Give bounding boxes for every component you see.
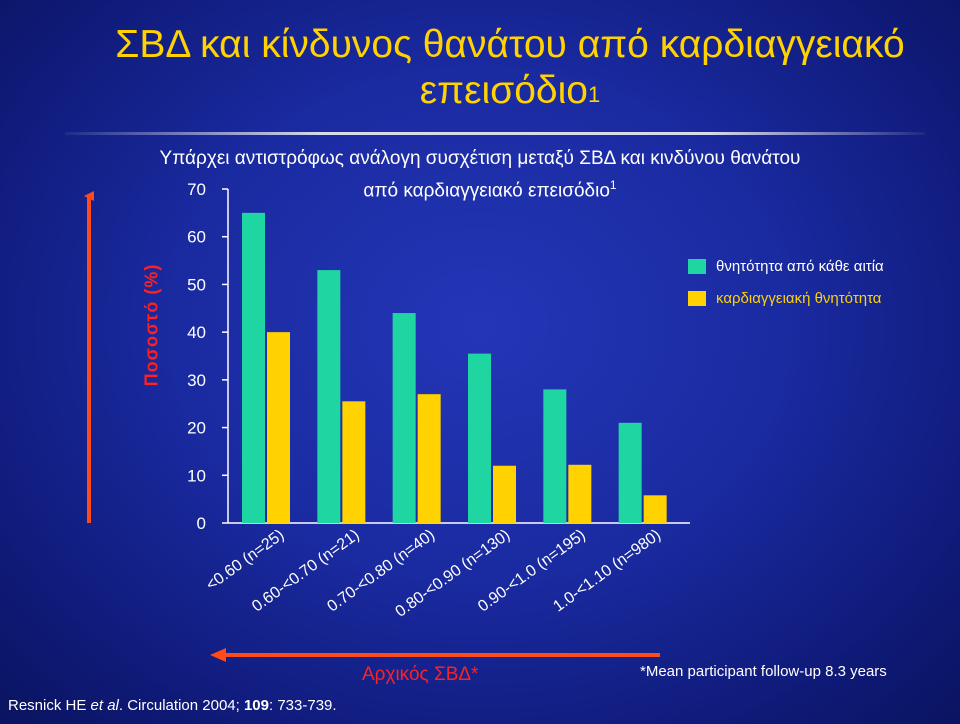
legend-swatch-cardiovascular (688, 290, 706, 306)
citation-volume: 109 (243, 697, 269, 714)
x-tick-labels: <0.60 (n=25)0.60-<0.70 (n=21)0.70-<0.80 … (203, 526, 664, 620)
bar-cardiovascular (493, 465, 516, 523)
bar-all-cause (543, 389, 567, 523)
citation-journal: . Circulation (118, 697, 199, 714)
legend-item-cardiovascular: καρδιαγγειακή θνητότητα (688, 288, 884, 308)
citation-year: 2004; (198, 697, 244, 714)
citation-authors: Resnick HE (8, 697, 91, 714)
citation: Resnick HE et al. Circulation 2004; 109:… (8, 697, 337, 714)
bar-all-cause (392, 313, 416, 523)
y-tick-label: 10 (187, 466, 206, 485)
title-separator (65, 132, 925, 135)
bar-cardiovascular (568, 464, 592, 523)
legend-label-all-cause: θνητότητα από κάθε αιτία (716, 257, 884, 275)
citation-etal: et al (90, 697, 119, 714)
subtitle-line-2-text: από καρδιαγγειακό επεισόδιο (363, 180, 610, 202)
bar-cardiovascular (643, 495, 667, 523)
y-tick-label: 50 (187, 275, 206, 294)
slide-title: ΣΒΔ και κίνδυνος θανάτου από καρδιαγγεια… (100, 22, 920, 114)
y-tick-label: 60 (187, 228, 206, 247)
legend-label-cardiovascular: καρδιαγγειακή θνητότητα (716, 289, 882, 307)
y-tick-label: 40 (187, 323, 206, 342)
bar-cardiovascular (342, 401, 366, 523)
x-direction-arrow-head (210, 648, 226, 662)
bar-all-cause (317, 270, 341, 523)
y-axis-label: Ποσοστό (%) (141, 263, 162, 387)
subtitle-superscript: 1 (609, 178, 617, 192)
subtitle-line-1: Υπάρχει αντιστρόφως ανάλογη συσχέτιση με… (159, 148, 801, 169)
slide-subtitle: Υπάρχει αντιστρόφως ανάλογη συσχέτιση με… (0, 146, 960, 204)
citation-pages: : 733-739. (269, 697, 337, 714)
title-text: ΣΒΔ και κίνδυνος θανάτου από καρδιαγγεια… (115, 23, 905, 112)
bar-all-cause (468, 353, 491, 523)
bar-cardiovascular (267, 332, 290, 523)
y-axis: 0 10 20 30 40 50 60 70 (187, 180, 690, 533)
y-tick-label: 20 (187, 419, 206, 438)
title-superscript: 1 (587, 82, 601, 107)
subtitle-line-2: από καρδιαγγειακό επεισόδιο1 (0, 172, 960, 204)
bar-all-cause (618, 422, 642, 523)
legend: θνητότητα από κάθε αιτία καρδιαγγειακή θ… (688, 256, 884, 320)
legend-swatch-all-cause (688, 258, 706, 274)
y-tick-label: 30 (187, 371, 206, 390)
bars-group (242, 212, 667, 523)
legend-item-all-cause: θνητότητα από κάθε αιτία (688, 256, 884, 276)
bar-cardiovascular (417, 394, 441, 523)
x-axis-title: Αρχικός ΣΒΔ* (362, 664, 479, 685)
x-axis-arrow (210, 648, 660, 662)
footnote: *Mean participant follow-up 8.3 years (640, 663, 887, 680)
y-tick-label: 70 (187, 180, 206, 199)
bar-all-cause (242, 212, 265, 523)
y-tick-label: 0 (197, 514, 206, 533)
